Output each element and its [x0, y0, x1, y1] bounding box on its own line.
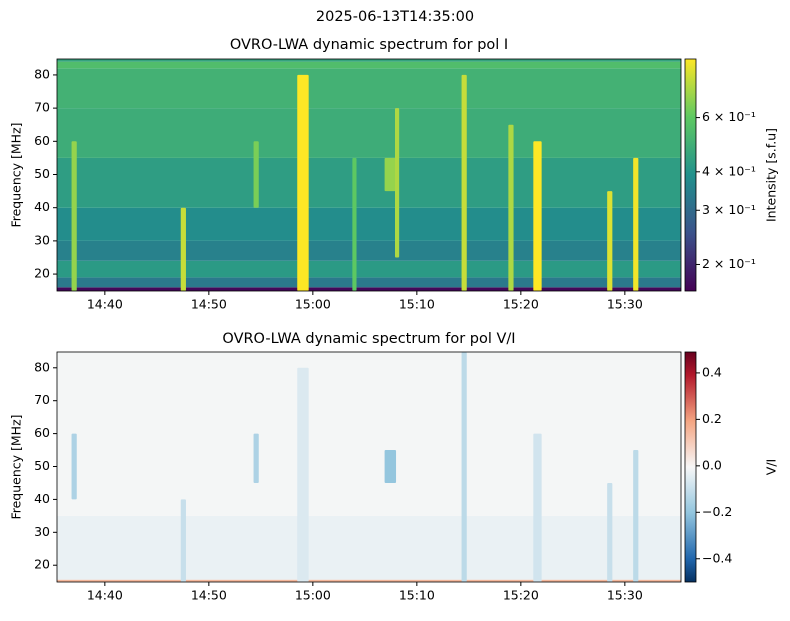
burst [180, 207, 186, 291]
x-tick-label: 15:00 [295, 588, 331, 603]
y-tick-label: 60 [34, 425, 50, 440]
y-tick-label: 40 [34, 491, 50, 506]
burst [508, 124, 514, 291]
background-band [57, 108, 681, 158]
background-band [57, 61, 681, 69]
burst [71, 433, 77, 500]
burst [607, 482, 613, 582]
burst [71, 141, 77, 291]
y-tick-label: 40 [34, 199, 50, 214]
burst [253, 433, 259, 483]
y-tick-label: 50 [34, 166, 50, 181]
y-tick-label: 30 [34, 524, 50, 539]
colorbar [684, 351, 697, 583]
burst [533, 433, 542, 582]
burst [461, 352, 467, 582]
colorbar-tick-label: 6 × 10⁻¹ [702, 109, 756, 124]
colorbar-tick-label: −0.4 [702, 550, 732, 565]
burst [395, 108, 400, 258]
background-band [57, 352, 681, 516]
colorbar-tick-label: 2 × 10⁻¹ [702, 256, 756, 271]
burst [297, 367, 309, 582]
x-tick-label: 15:10 [399, 297, 435, 312]
burst [607, 191, 613, 291]
burst [633, 450, 639, 582]
background-band [57, 515, 681, 580]
burst [384, 450, 397, 483]
burst [253, 141, 259, 208]
background-band [57, 260, 681, 278]
y-tick-label: 80 [34, 66, 50, 81]
background-band [57, 68, 681, 109]
background-band [57, 59, 681, 62]
colorbar-label: V/I [764, 459, 779, 475]
colorbar [684, 58, 697, 292]
y-tick-label: 70 [34, 100, 50, 115]
y-tick-label: 20 [34, 557, 50, 572]
x-tick-label: 15:00 [295, 297, 331, 312]
burst [352, 157, 357, 291]
y-tick-label: 60 [34, 133, 50, 148]
colorbar-tick-label: 0.0 [702, 457, 722, 472]
x-tick-label: 14:50 [191, 297, 227, 312]
burst [180, 499, 186, 582]
y-tick-label: 80 [34, 359, 50, 374]
x-tick-label: 15:20 [503, 297, 539, 312]
burst [297, 74, 309, 291]
subplot-title: OVRO-LWA dynamic spectrum for pol I [230, 37, 508, 53]
figure-title: 2025-06-13T14:35:00 [316, 9, 474, 25]
background-band [57, 579, 681, 582]
background-band [57, 277, 681, 288]
colorbar-label: Intensity [s.f.u] [764, 128, 779, 222]
background-band [57, 157, 681, 208]
y-tick-label: 30 [34, 232, 50, 247]
x-tick-label: 14:40 [87, 588, 123, 603]
y-tick-label: 50 [34, 458, 50, 473]
burst [533, 141, 542, 291]
background-band [57, 240, 681, 261]
background-band [57, 207, 681, 241]
x-tick-label: 15:20 [503, 588, 539, 603]
x-tick-label: 14:40 [87, 297, 123, 312]
burst [384, 157, 397, 192]
heatmap [57, 59, 681, 291]
colorbar-tick-label: 4 × 10⁻¹ [702, 163, 756, 178]
x-tick-label: 15:30 [607, 588, 643, 603]
colorbar-tick-label: −0.2 [702, 504, 732, 519]
colorbar-tick-label: 3 × 10⁻¹ [702, 202, 756, 217]
burst [461, 74, 467, 291]
y-axis-label: Frequency [MHz] [9, 122, 24, 227]
colorbar-tick-label: 0.4 [702, 364, 722, 379]
subplot-title: OVRO-LWA dynamic spectrum for pol V/I [222, 331, 515, 347]
colorbar-tick-label: 0.2 [702, 411, 722, 426]
x-tick-label: 14:50 [191, 588, 227, 603]
x-tick-label: 15:10 [399, 588, 435, 603]
y-tick-label: 20 [34, 266, 50, 281]
background-band [57, 287, 681, 291]
y-axis-label: Frequency [MHz] [9, 414, 24, 519]
y-tick-label: 70 [34, 392, 50, 407]
heatmap [57, 352, 681, 582]
burst [633, 157, 639, 291]
x-tick-label: 15:30 [607, 297, 643, 312]
